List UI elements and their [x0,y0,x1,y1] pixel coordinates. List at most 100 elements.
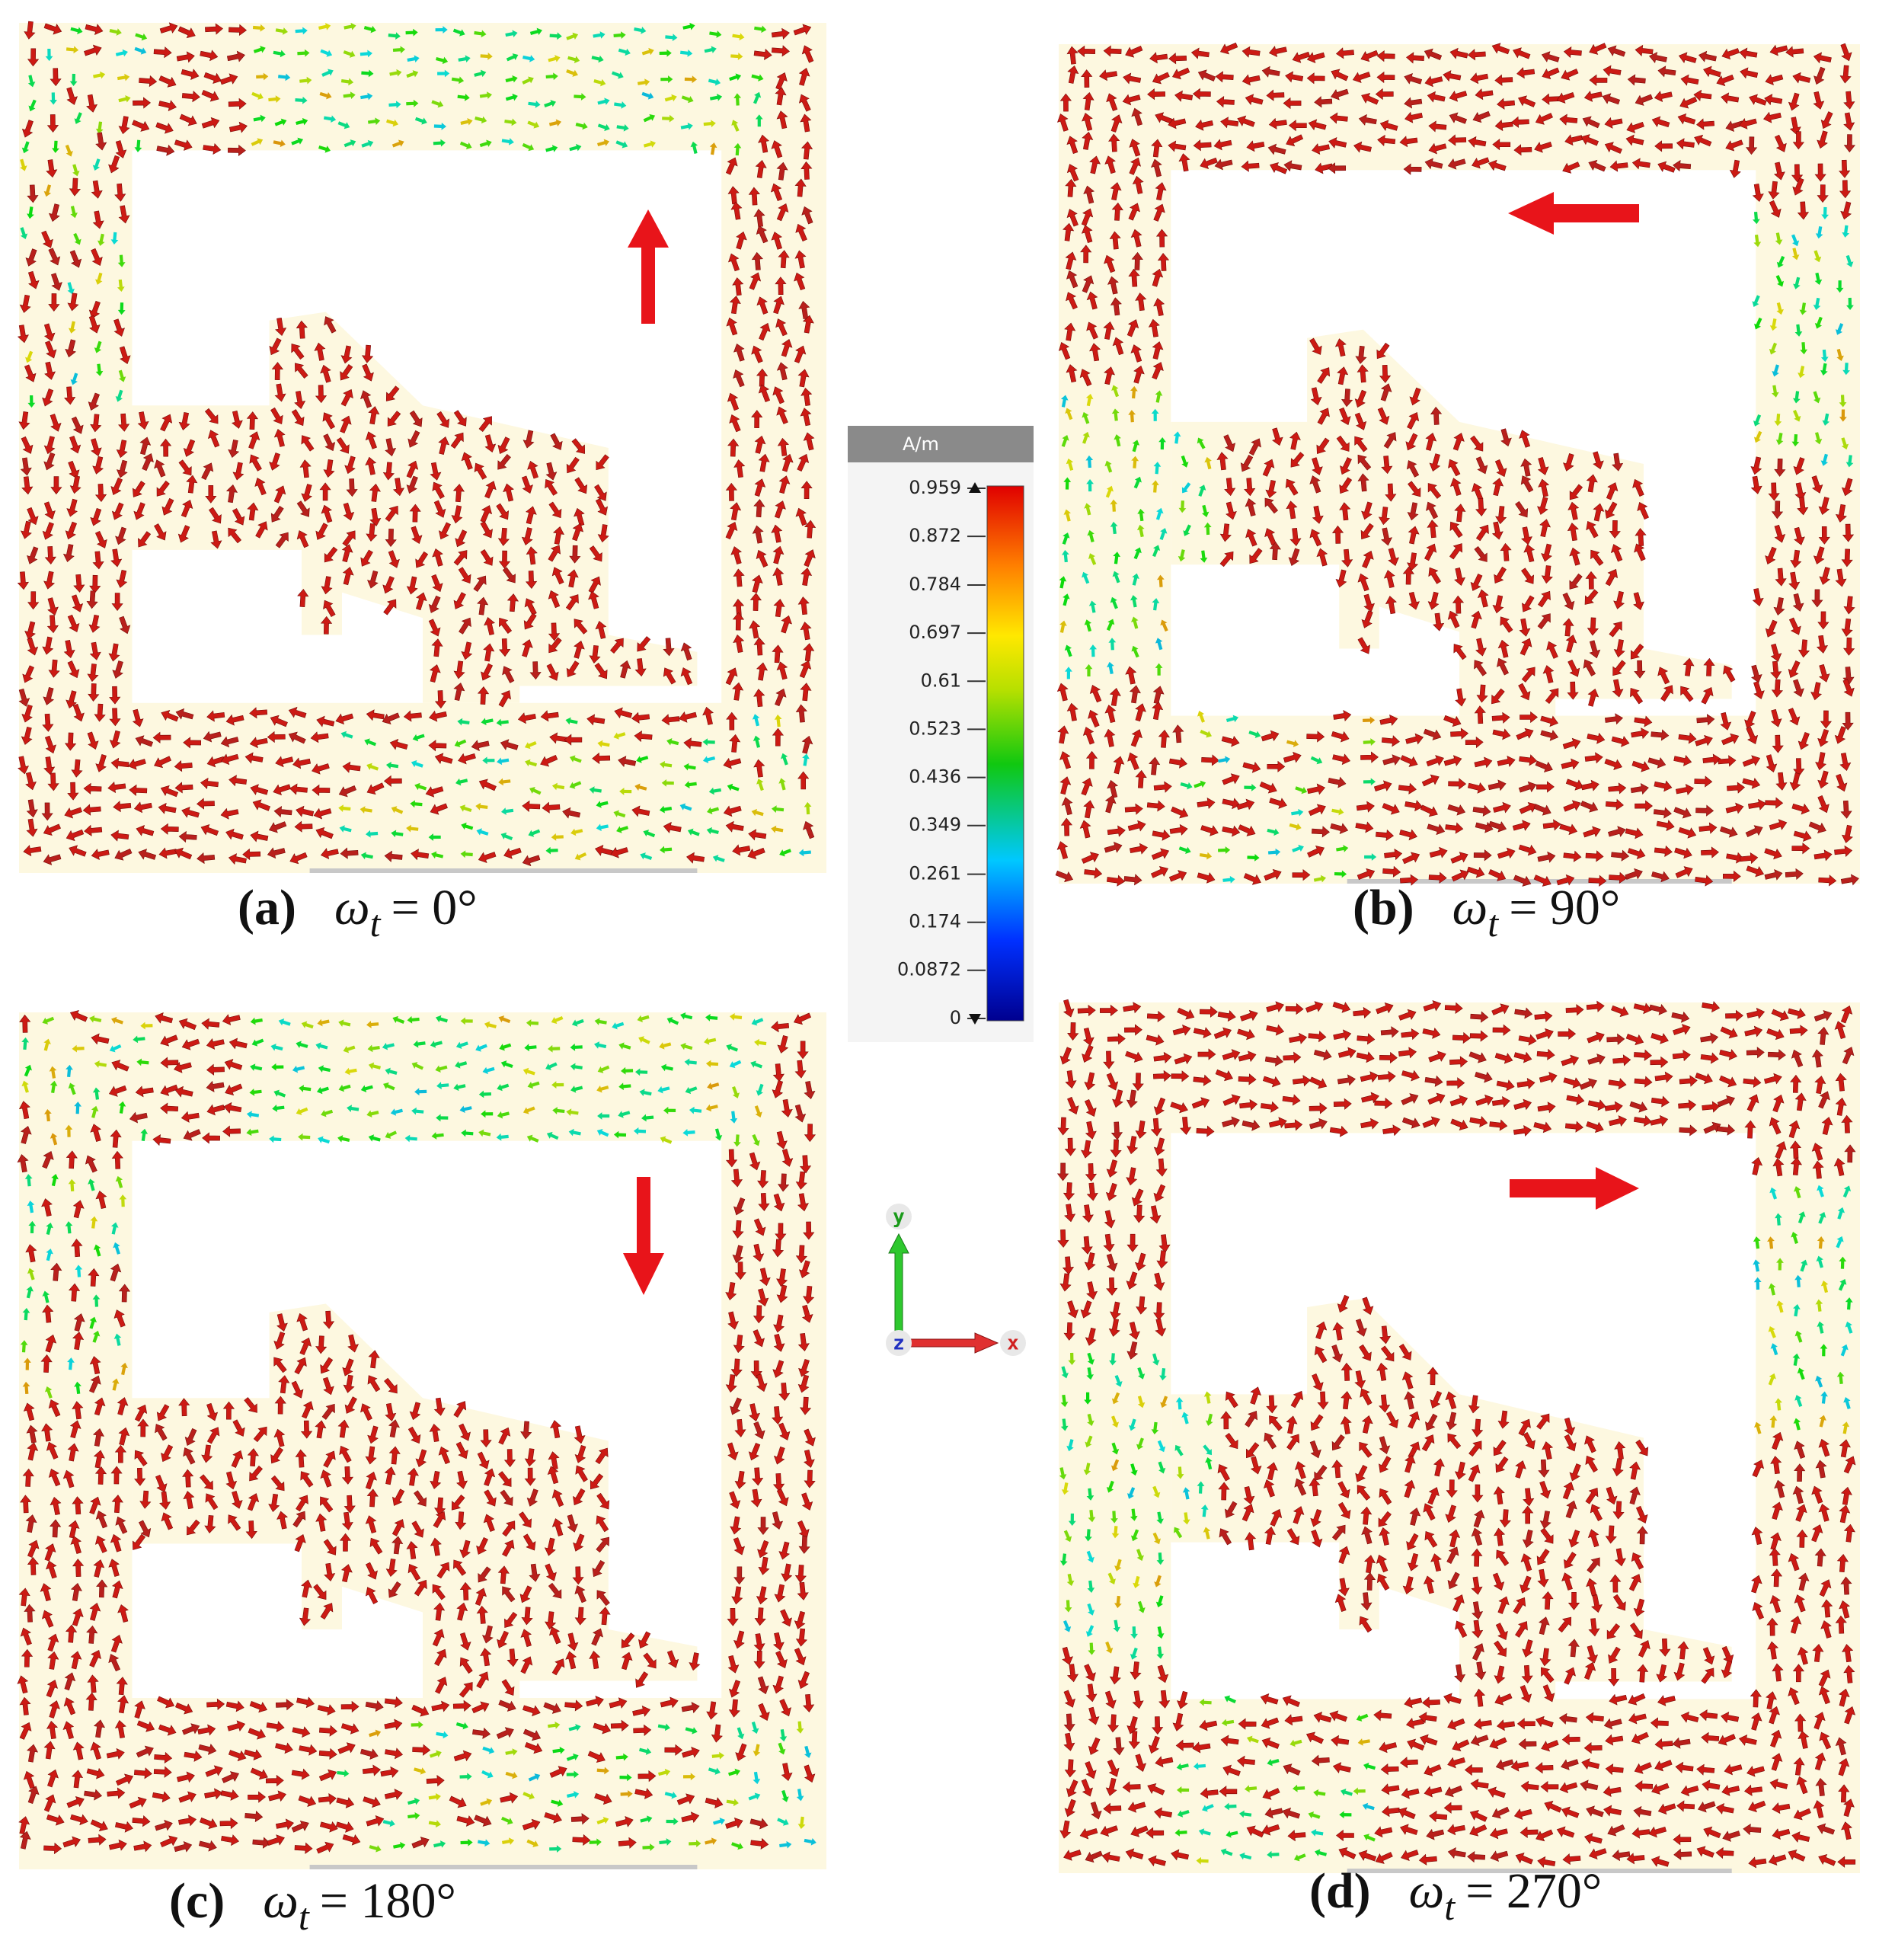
current-arrow [1114,1374,1123,1387]
current-arrow [1626,1853,1645,1865]
current-arrow [1820,349,1829,363]
current-arrow [1132,1690,1144,1709]
current-arrow [676,1793,695,1805]
current-arrow [1653,807,1672,819]
current-arrow [528,829,541,837]
current-arrow [1839,1439,1851,1458]
current-arrow [1813,1800,1825,1819]
current-arrow [1286,1415,1298,1434]
current-arrow [501,138,514,145]
current-arrow [106,1747,125,1760]
current-arrow [1059,576,1067,589]
current-arrow [1426,755,1444,767]
current-arrow [1775,772,1788,791]
current-arrow [1608,782,1627,795]
current-arrow [44,1543,56,1562]
current-arrow [804,1428,816,1447]
current-arrow [275,532,289,548]
current-arrow [294,1842,313,1854]
current-arrow [94,1535,107,1553]
current-arrow [730,1358,743,1377]
current-arrow [360,92,373,101]
current-arrow [1515,1460,1526,1479]
current-arrow [1311,1530,1323,1548]
current-arrow [66,829,85,842]
current-arrow [461,641,473,660]
current-arrow [572,1834,591,1846]
current-arrow [1077,45,1096,57]
current-arrow [160,785,179,798]
current-arrow [1428,871,1447,884]
current-arrow [1537,1856,1556,1868]
current-arrow [368,406,380,425]
current-arrow [1818,526,1830,545]
current-arrow [755,114,763,127]
current-arrow [1635,94,1654,106]
current-arrow [1126,1089,1138,1108]
current-arrow [483,1514,495,1532]
current-arrow [1152,1353,1160,1366]
arrow-down [623,1177,664,1295]
current-arrow [1083,185,1095,204]
current-arrow [369,1845,382,1853]
current-arrow [1197,437,1206,449]
current-arrow [1488,779,1507,791]
current-arrow [1753,1259,1760,1272]
current-arrow [1538,478,1550,497]
current-arrow [1844,1144,1856,1163]
current-arrow [548,501,562,519]
current-arrow [1604,1101,1623,1113]
current-arrow [1379,1051,1398,1064]
current-arrow [1268,1117,1287,1129]
current-arrow [1243,873,1261,885]
current-arrow [754,478,766,497]
current-arrow [664,1791,677,1799]
current-arrow [483,643,495,662]
phase-symbol: ω [1452,880,1488,935]
current-arrow [1152,829,1171,841]
current-arrow [1065,178,1077,197]
current-arrow [639,1089,652,1096]
current-arrow [1306,731,1325,743]
current-arrow [461,452,473,470]
current-arrow [525,571,538,589]
current-arrow [315,1420,327,1439]
current-arrow [68,1082,76,1095]
current-arrow [1148,1735,1160,1754]
current-arrow [794,345,807,363]
current-arrow [270,1447,284,1464]
current-arrow [1695,734,1713,747]
current-arrow [1082,92,1094,111]
current-arrow [1272,427,1283,446]
current-arrow [597,1065,610,1073]
current-arrow [91,1033,110,1045]
current-arrow [1407,502,1419,521]
current-arrow [22,1468,34,1487]
current-arrow [1769,1187,1778,1200]
current-arrow [244,1397,257,1413]
current-arrow [660,760,673,769]
current-arrow [574,1425,586,1444]
current-arrow [27,270,40,289]
current-arrow [1649,1003,1667,1015]
current-arrow [315,1335,328,1354]
current-arrow [1375,1852,1393,1864]
current-arrow [1354,389,1367,408]
current-arrow [201,89,219,102]
current-arrow [132,1815,151,1827]
current-arrow [1126,1271,1138,1290]
current-arrow [575,1465,588,1482]
current-arrow [1424,543,1437,561]
current-arrow [181,91,200,103]
current-arrow [497,436,510,455]
current-arrow [225,1471,238,1490]
current-arrow [1376,1554,1388,1573]
current-arrow [253,114,266,123]
current-arrow [294,1534,306,1552]
current-arrow [142,453,154,472]
current-arrow [1427,591,1440,610]
current-arrow [1633,1002,1652,1015]
current-arrow [1536,781,1555,793]
current-arrow [295,27,308,35]
current-arrow [273,1428,286,1447]
